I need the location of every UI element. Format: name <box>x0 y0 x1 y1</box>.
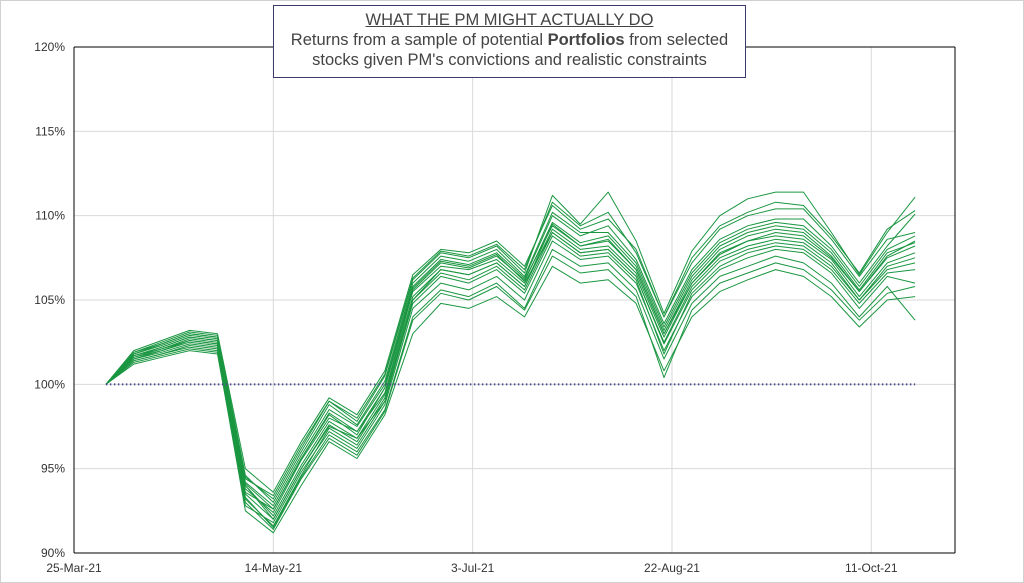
x-tick-label: 11-Oct-21 <box>845 561 898 575</box>
series-line <box>105 211 916 503</box>
x-tick-label: 3-Jul-21 <box>451 561 495 575</box>
series-line <box>105 232 916 520</box>
y-tick-label: 110% <box>35 209 65 223</box>
tick-labels: 90% 95% 100% 105% 110% 115% 120% 25-Mar-21 14-Ma… <box>34 40 898 575</box>
series-line <box>105 228 916 517</box>
series-line <box>105 240 916 524</box>
series-line <box>105 265 916 534</box>
series-line <box>105 235 916 527</box>
series-lines <box>105 191 916 534</box>
series-line <box>105 201 916 497</box>
subtitle-bold-term: Portfolios <box>547 31 625 49</box>
subtitle-prefix: Returns from a sample of potential <box>290 31 548 49</box>
chart-subtitle-line1: Returns from a sample of potential Portf… <box>274 30 745 50</box>
y-tick-label: 105% <box>34 293 65 307</box>
chart-title-box: WHAT THE PM MIGHT ACTUALLY DO Returns fr… <box>273 5 746 78</box>
series-line <box>105 221 916 510</box>
y-tick-label: 100% <box>34 377 65 391</box>
x-tick-label: 22-Aug-21 <box>644 561 700 575</box>
chart-subtitle-line2: stocks given PM's convictions and realis… <box>312 51 707 69</box>
x-tick-label: 25-Mar-21 <box>46 561 102 575</box>
y-tick-label: 120% <box>34 40 65 54</box>
series-line <box>105 213 916 507</box>
y-tick-label: 90% <box>41 546 65 560</box>
subtitle-suffix: from selected <box>624 31 729 49</box>
series-line <box>105 255 916 530</box>
y-tick-label: 95% <box>41 462 65 476</box>
y-tick-label: 115% <box>35 124 65 138</box>
series-line <box>105 205 916 493</box>
x-tick-label: 14-May-21 <box>245 561 303 575</box>
chart-title: WHAT THE PM MIGHT ACTUALLY DO <box>365 11 654 29</box>
